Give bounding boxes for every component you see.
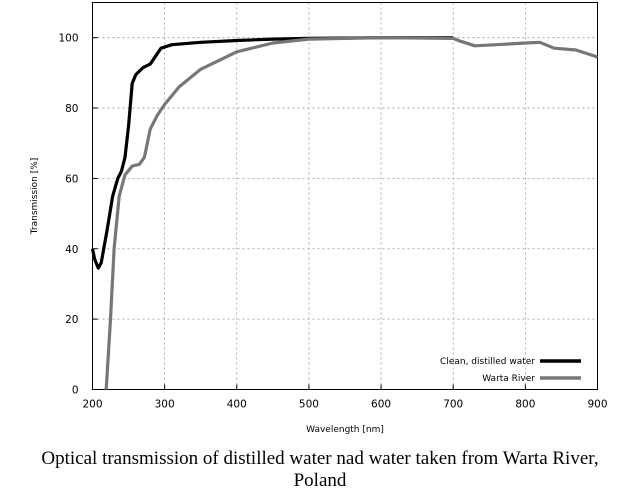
y-tick-label: 20 bbox=[65, 314, 78, 326]
y-tick-label: 0 bbox=[72, 385, 79, 397]
x-tick-label: 500 bbox=[299, 399, 319, 411]
y-tick-label: 100 bbox=[58, 33, 78, 45]
series-line-distilled-water bbox=[90, 36, 454, 270]
legend-label-clean: Clean, distilled water bbox=[440, 357, 535, 367]
y-tick-label: 40 bbox=[65, 244, 78, 256]
plot-frame bbox=[92, 2, 598, 390]
grid bbox=[92, 2, 598, 390]
x-tick-label: 300 bbox=[155, 399, 175, 411]
legend-label-warta: Warta River bbox=[482, 374, 535, 384]
x-tick-label: 400 bbox=[227, 399, 247, 411]
y-tick-label: 60 bbox=[65, 173, 78, 185]
x-tick-label: 900 bbox=[587, 399, 607, 411]
y-axis-label: Transmission [%] bbox=[30, 158, 40, 236]
x-axis-label: Wavelength [nm] bbox=[306, 425, 384, 435]
x-tick-label: 700 bbox=[443, 399, 463, 411]
series-lines bbox=[90, 36, 598, 390]
legend: Clean, distilled water Warta River bbox=[440, 357, 581, 384]
y-tick-label: 80 bbox=[65, 103, 78, 115]
series-line-warta-river bbox=[104, 36, 598, 390]
x-tick-label: 200 bbox=[82, 399, 102, 411]
figure-caption-line2: Poland bbox=[293, 470, 347, 491]
x-tick-label: 600 bbox=[371, 399, 391, 411]
ticks: 200 300 400 500 600 700 800 900 0 20 40 60 80 100 bbox=[58, 33, 607, 411]
x-tick-label: 800 bbox=[515, 399, 535, 411]
figure-caption-line1: Optical transmission of distilled water … bbox=[41, 448, 599, 469]
